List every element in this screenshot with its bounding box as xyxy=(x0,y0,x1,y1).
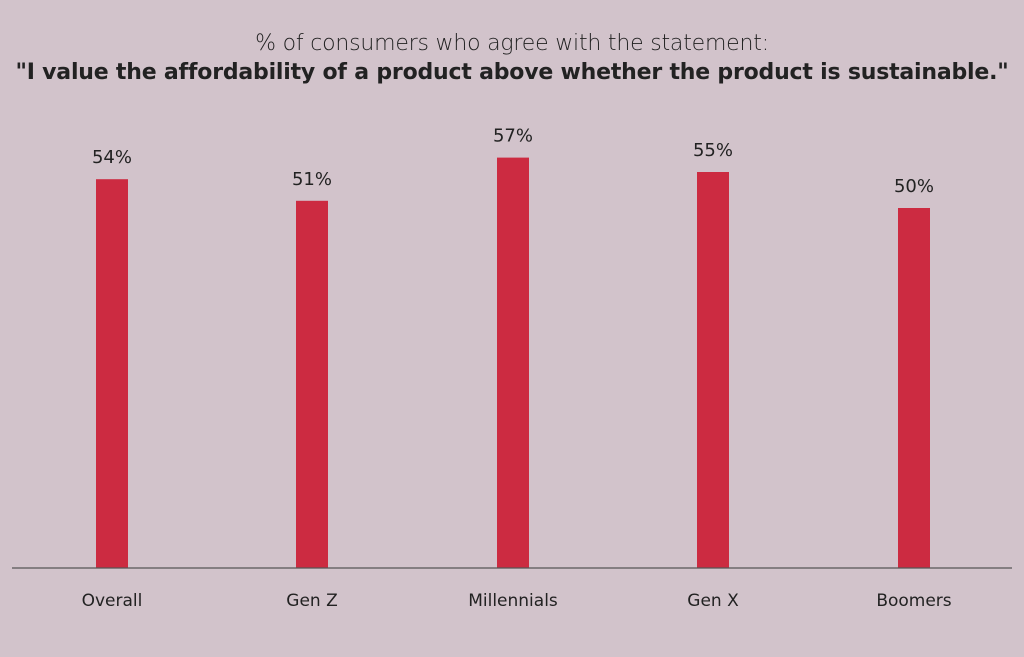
chart-title: "I value the affordability of a product … xyxy=(15,60,1009,85)
value-label-boomers: 50% xyxy=(894,176,934,197)
chart-header: % of consumers who agree with the statem… xyxy=(0,30,1024,88)
category-label-gen-z: Gen Z xyxy=(286,591,337,611)
value-label-millennials: 57% xyxy=(493,126,533,147)
category-label-boomers: Boomers xyxy=(876,591,951,611)
bars-group xyxy=(96,157,930,569)
value-labels-group: 54% 51% 57% 55% 50% xyxy=(92,126,934,197)
bar-gen-x xyxy=(697,172,729,568)
value-label-gen-x: 55% xyxy=(693,140,733,161)
bar-millennials xyxy=(497,157,529,568)
category-label-gen-x: Gen X xyxy=(687,591,739,611)
bar-overall xyxy=(96,179,128,568)
chart-subtitle: % of consumers who agree with the statem… xyxy=(255,31,769,56)
category-label-millennials: Millennials xyxy=(468,591,558,611)
value-label-overall: 54% xyxy=(92,147,132,168)
category-label-overall: Overall xyxy=(82,591,143,611)
category-labels-group: Overall Gen Z Millennials Gen X Boomers xyxy=(82,591,952,611)
value-label-gen-z: 51% xyxy=(292,169,332,190)
bar-boomers xyxy=(898,208,930,568)
bar-gen-z xyxy=(296,200,328,569)
